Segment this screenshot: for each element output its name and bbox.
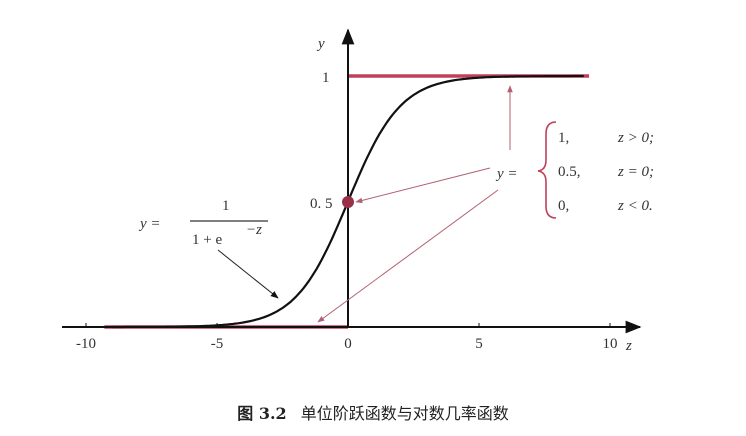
case-value-2: 0.5, bbox=[558, 164, 581, 180]
case-condition-3: z < 0. bbox=[617, 198, 653, 214]
step-formula-lhs: y = bbox=[495, 166, 518, 182]
sigmoid-formula-numerator: 1 bbox=[222, 198, 230, 214]
x-tick-label: 0 bbox=[344, 336, 352, 352]
sigmoid-formula-lhs: y = bbox=[138, 216, 161, 232]
case-condition-1: z > 0; bbox=[617, 130, 654, 146]
x-axis-label: z bbox=[625, 338, 632, 354]
case-value-3: 0, bbox=[558, 198, 569, 214]
pointer-arrow-to-0.5 bbox=[355, 167, 491, 204]
sigmoid-formula-exponent: −z bbox=[246, 222, 262, 238]
figure-caption: 图 3.2 单位阶跃函数与对数几率函数 bbox=[0, 400, 746, 424]
case-value-1: 1, bbox=[558, 130, 569, 146]
figure-label: 图 3.2 bbox=[237, 404, 287, 423]
y-axis-label: y bbox=[316, 36, 325, 52]
sigmoid-formula-denominator: 1 + e bbox=[192, 232, 222, 248]
x-tick-label: 5 bbox=[475, 336, 483, 352]
y-tick-label-0.5: 0. 5 bbox=[310, 196, 333, 212]
midpoint-marker bbox=[342, 196, 354, 208]
cases-brace bbox=[537, 121, 557, 219]
figure-caption-text: 单位阶跃函数与对数几率函数 bbox=[300, 404, 509, 423]
y-tick-label-1: 1 bbox=[322, 70, 330, 86]
x-tick-label: -10 bbox=[76, 336, 96, 352]
pointer-arrow-to-0 bbox=[317, 189, 499, 323]
case-condition-2: z = 0; bbox=[617, 164, 654, 180]
x-tick-label: -5 bbox=[211, 336, 224, 352]
sigmoid-pointer-arrow bbox=[217, 249, 279, 299]
x-tick-label: 10 bbox=[603, 336, 618, 352]
